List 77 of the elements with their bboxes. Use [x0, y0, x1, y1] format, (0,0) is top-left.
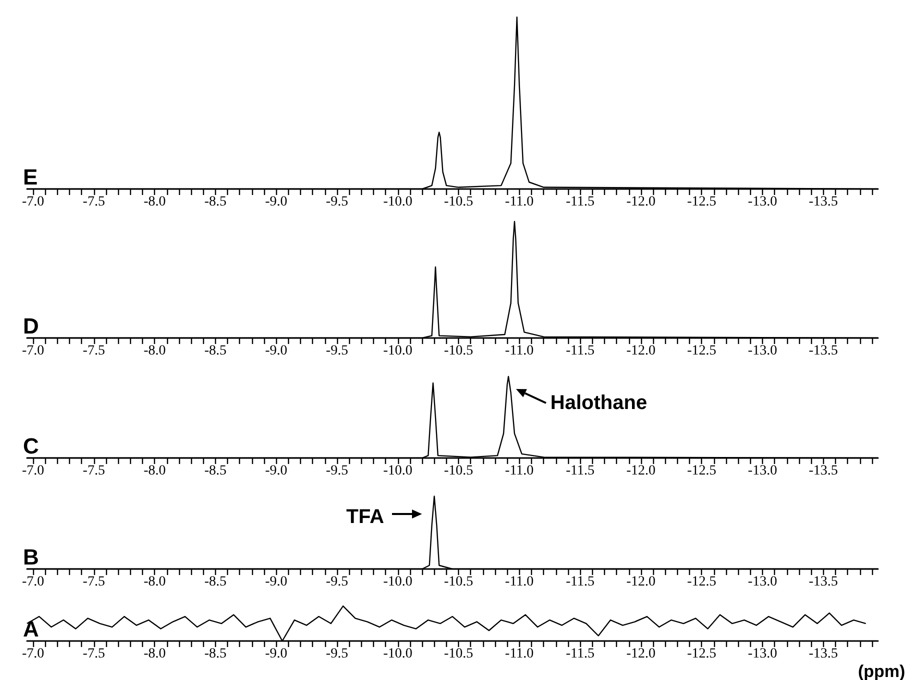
x-tick-label: -13.5	[808, 646, 838, 662]
x-tick-label: -12.0	[626, 464, 656, 478]
text: A	[23, 616, 39, 642]
x-tick-label: -13.0	[748, 646, 778, 662]
x-tick-label: -8.5	[204, 646, 227, 662]
x-tick-label: -12.5	[687, 646, 716, 662]
x-tick-label: -12.5	[687, 574, 716, 590]
x-tick-label: -13.5	[808, 464, 838, 478]
x-tick-label: -9.5	[326, 574, 348, 590]
x-tick-label: -13.0	[748, 464, 778, 478]
x-tick-label: -11.0	[505, 344, 534, 358]
x-tick-label: -8.5	[204, 344, 227, 358]
x-tick-label: -12.5	[687, 464, 716, 478]
x-tick-label: -11.0	[505, 194, 534, 210]
x-tick-label: -7.0	[22, 574, 44, 590]
x-tick-label: -10.5	[444, 646, 474, 662]
x-tick-label: -7.0	[22, 464, 44, 478]
x-tick-label: -10.0	[383, 194, 412, 210]
x-tick-label: -12.0	[626, 194, 656, 210]
annotation: TFA	[346, 506, 384, 528]
x-tick-label: -9.5	[326, 464, 348, 478]
x-tick-label: -10.0	[383, 646, 412, 662]
x-tick-label: -11.5	[566, 344, 594, 358]
x-tick-label: -9.0	[265, 194, 288, 210]
x-tick-label: -8.0	[144, 344, 166, 358]
x-tick-label: -9.0	[265, 574, 288, 590]
x-tick-label: -13.0	[748, 574, 778, 590]
text: D	[23, 314, 39, 338]
x-tick-label: -7.0	[22, 194, 44, 210]
x-tick-label: -11.0	[505, 574, 534, 590]
x-tick-label: -12.0	[626, 646, 656, 662]
x-tick-label: -9.0	[265, 646, 288, 662]
x-tick-label: -9.5	[326, 646, 348, 662]
x-tick-label: -11.0	[505, 464, 534, 478]
x-tick-label: -8.0	[144, 194, 166, 210]
x-tick-label: -9.5	[326, 344, 348, 358]
x-tick-label: -10.0	[383, 344, 412, 358]
x-tick-label: -8.5	[204, 574, 227, 590]
x-tick-label: -13.5	[808, 574, 838, 590]
x-tick-label: -8.0	[144, 574, 166, 590]
x-tick-label: -7.5	[82, 646, 105, 662]
x-tick-label: -11.5	[566, 464, 594, 478]
x-tick-label: -10.5	[444, 344, 474, 358]
x-tick-label: -9.5	[326, 194, 348, 210]
x-tick-label: -9.0	[265, 344, 288, 358]
x-tick-label: -10.5	[444, 464, 474, 478]
x-tick-label: -12.5	[687, 194, 716, 210]
x-tick-label: -7.5	[82, 464, 105, 478]
x-tick-label: -13.0	[748, 194, 778, 210]
x-tick-label: -12.5	[687, 344, 716, 358]
x-tick-label: -10.5	[444, 194, 474, 210]
x-tick-label: -13.5	[808, 344, 838, 358]
text: C	[23, 434, 39, 458]
x-tick-label: -7.0	[22, 344, 44, 358]
x-tick-label: -11.0	[505, 646, 534, 662]
x-tick-label: -11.5	[566, 646, 594, 662]
x-tick-label: -9.0	[265, 464, 288, 478]
x-tick-label: -7.5	[82, 574, 105, 590]
x-tick-label: -10.5	[444, 574, 474, 590]
x-tick-label: -7.5	[82, 194, 105, 210]
x-tick-label: -7.5	[82, 344, 105, 358]
x-tick-label: -12.0	[626, 344, 656, 358]
x-tick-label: -10.0	[383, 574, 412, 590]
x-tick-label: -8.5	[204, 194, 227, 210]
x-tick-label: -11.5	[566, 574, 594, 590]
x-tick-label: -8.0	[144, 464, 166, 478]
x-tick-label: -7.0	[22, 646, 44, 662]
text: E	[23, 164, 38, 190]
x-tick-label: -13.5	[808, 194, 838, 210]
x-tick-label: -10.0	[383, 464, 412, 478]
x-tick-label: -8.5	[204, 464, 227, 478]
x-tick-label: -12.0	[626, 574, 656, 590]
text: B	[23, 544, 39, 570]
x-tick-label: -8.0	[144, 646, 166, 662]
x-tick-label: -13.0	[748, 344, 778, 358]
x-tick-label: -11.5	[566, 194, 594, 210]
annotation: Halothane	[550, 392, 648, 414]
